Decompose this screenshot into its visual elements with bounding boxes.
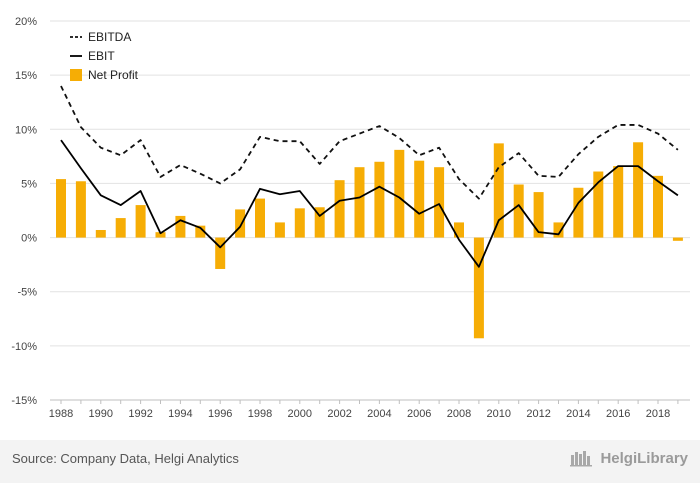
footer: Source: Company Data, Helgi Analytics He… [0,440,700,483]
ebitda-line [60,85,679,200]
net-profit-bar [334,180,345,238]
y-tick-label: -5% [17,287,37,299]
x-tick-label: 1988 [49,408,73,420]
line-series [60,85,679,268]
net-profit-bar [56,179,66,238]
x-tick-label: 2006 [407,408,431,420]
net-profit-bar [493,143,504,238]
helgi-library-logo: HelgiLibrary [569,449,688,467]
x-tick-label: 1992 [128,408,152,420]
logo-text: HelgiLibrary [600,449,688,467]
net-profit-bar [653,175,663,238]
net-profit-bar [473,237,484,339]
ebit-line [60,139,679,268]
chart-svg: 20% 15% 10% 5% 0% -5% -10% -15% 1988 1990 1992 199… [11,16,690,420]
net-profit-bars [56,142,683,339]
net-profit-bar [374,161,385,238]
library-icon [570,451,593,467]
x-tick-label: 2014 [566,408,590,420]
x-tick-label: 2008 [447,408,471,420]
x-axis: 1988 1990 1992 1994 1996 1998 2000 2002 2004 2006… [49,399,690,420]
legend-label: EBIT [88,49,115,63]
y-tick-label: 10% [15,124,37,136]
net-profit-bar [513,184,524,238]
net-profit-bar [573,187,584,238]
x-tick-label: 2016 [606,408,630,420]
net-profit-bar [235,209,246,238]
y-tick-label: 5% [21,178,37,190]
x-tick-label: 2004 [367,408,391,420]
net-profit-bar [672,237,683,241]
net-profit-bar [593,171,604,238]
net-profit-bar [274,222,285,238]
net-profit-bar [314,207,325,238]
net-profit-bar [95,229,106,238]
net-profit-bar [115,218,126,238]
net-profit-bar [414,160,425,238]
net-profit-bar [255,198,265,238]
net-profit-bar [454,222,464,238]
net-profit-bar [394,149,405,238]
y-tick-label: -15% [11,395,37,407]
net-profit-bar [354,167,365,238]
net-profit-bar [633,142,644,238]
y-tick-label: 20% [15,16,37,28]
net-profit-bar [533,192,544,238]
net-profit-bar [434,167,445,238]
legend-label: EBITDA [88,30,131,44]
x-tick-label: 2010 [487,408,511,420]
y-axis-tick-labels: 20% 15% 10% 5% 0% -5% -10% -15% [11,16,37,407]
net-profit-bar [175,215,186,238]
x-tick-label: 2018 [646,408,670,420]
net-profit-bar [135,205,146,238]
source-text: Source: Company Data, Helgi Analytics [12,451,239,466]
net-profit-bar [215,237,226,269]
x-tick-label: 1996 [208,408,232,420]
y-tick-label: 0% [21,233,37,245]
net-profit-bar [553,222,564,238]
net-profit-bar [195,225,206,238]
x-tick-label: 1994 [168,408,192,420]
legend-net-profit-swatch [70,69,82,81]
x-tick-label: 2000 [288,408,312,420]
x-tick-label: 1990 [89,408,113,420]
net-profit-bar [75,181,86,238]
x-tick-label: 2002 [327,408,351,420]
x-tick-label: 2012 [526,408,550,420]
net-profit-bar [155,232,166,238]
x-tick-label: 1998 [248,408,272,420]
y-tick-label: -10% [11,341,37,353]
net-profit-bar [613,166,624,238]
legend: EBITDA EBIT Net Profit [70,30,139,82]
legend-label: Net Profit [88,68,139,82]
y-tick-label: 15% [15,70,37,82]
net-profit-bar [294,208,305,238]
